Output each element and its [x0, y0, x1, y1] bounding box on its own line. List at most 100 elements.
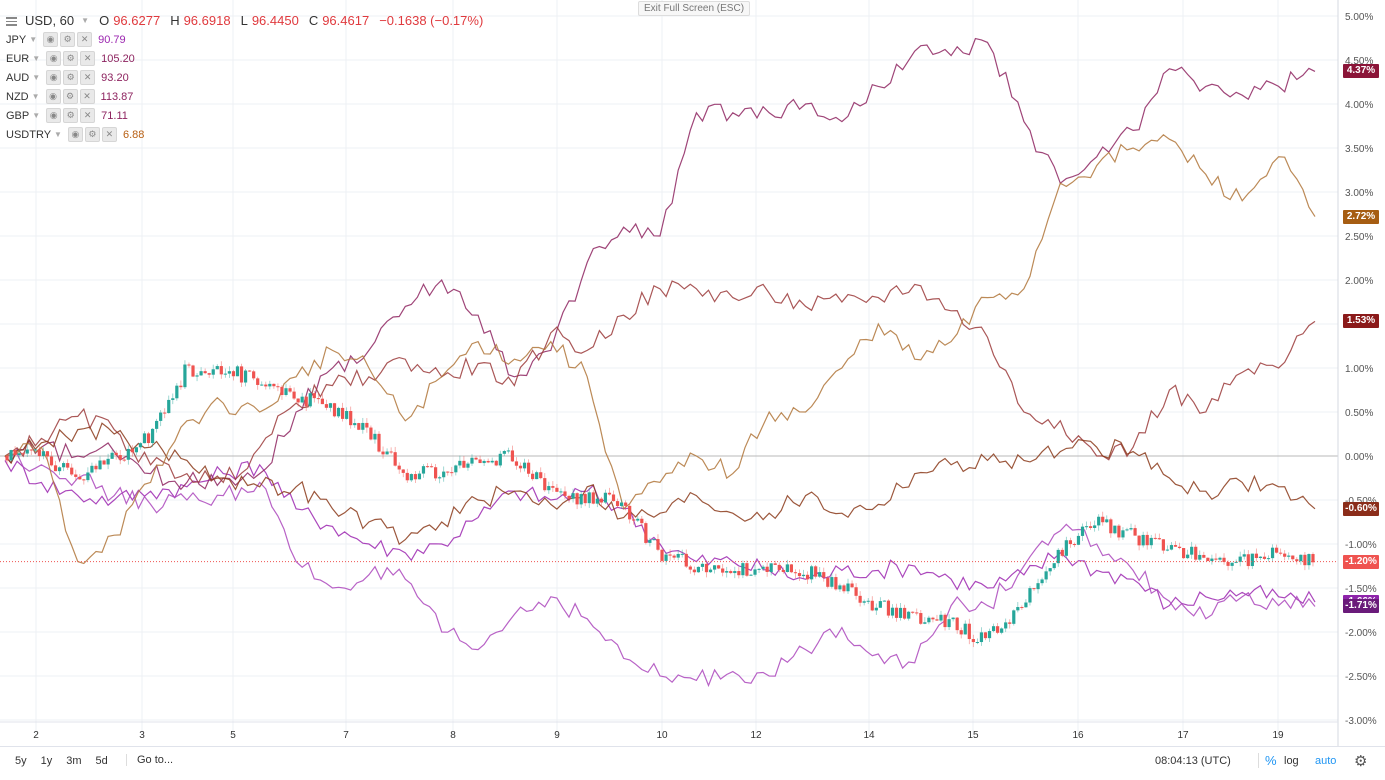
settings-icon[interactable]: ⚙ [63, 108, 79, 123]
legend-symbol[interactable]: AUD [6, 71, 30, 84]
gear-icon[interactable]: ⚙ [1354, 753, 1368, 770]
close-icon[interactable]: ✕ [101, 127, 117, 142]
series-line-jpy [4, 460, 1316, 610]
eye-icon[interactable]: ◉ [45, 89, 61, 104]
legend-row-usdtry[interactable]: USDTRY ▼ ◉ ⚙ ✕ 6.88 [6, 125, 483, 144]
candle [1072, 542, 1077, 548]
candle-body [907, 611, 911, 619]
candle-body [672, 555, 676, 558]
candle [345, 407, 349, 420]
settings-icon[interactable]: ⚙ [62, 89, 78, 104]
percent-scale-toggle[interactable]: % [1258, 753, 1277, 768]
candle [29, 449, 33, 456]
candle-body [438, 477, 442, 479]
candle-body [300, 396, 304, 403]
chevron-down-icon[interactable]: ▼ [29, 34, 38, 44]
candle [122, 456, 126, 462]
legend-row-gbp[interactable]: GBP ▼ ◉ ⚙ ✕ 71.11 [6, 106, 483, 125]
candle [1291, 555, 1295, 562]
candle [1283, 550, 1287, 561]
x-tick-label: 19 [1272, 730, 1284, 741]
candle [696, 566, 701, 573]
candle-body [62, 463, 66, 468]
chart-area[interactable]: 5.00%4.50%4.00%3.50%3.00%2.50%2.00%1.50%… [0, 0, 1385, 746]
legend-symbol[interactable]: NZD [6, 90, 29, 103]
candle-body [1206, 557, 1210, 562]
close-icon[interactable]: ✕ [77, 32, 93, 47]
candle [94, 463, 98, 473]
eye-icon[interactable]: ◉ [43, 32, 59, 47]
eye-icon[interactable]: ◉ [46, 70, 62, 85]
candle [1226, 560, 1230, 571]
close-icon[interactable]: ✕ [79, 89, 95, 104]
settings-icon[interactable]: ⚙ [63, 51, 79, 66]
candle [765, 562, 769, 577]
candle-body [810, 566, 814, 580]
utc-clock[interactable]: 08:04:13 (UTC) [1155, 755, 1231, 767]
candle-body [1222, 557, 1226, 563]
candle-body [29, 449, 33, 451]
candle-body [648, 539, 652, 543]
chevron-down-icon[interactable]: ▼ [81, 16, 90, 25]
close-icon[interactable]: ✕ [80, 51, 96, 66]
exit-fullscreen-button[interactable]: Exit Full Screen (ESC) [638, 1, 751, 16]
goto-button[interactable]: Go to... [126, 754, 173, 766]
candle-body [482, 460, 486, 464]
legend-value: 113.87 [100, 90, 134, 103]
candle [74, 469, 78, 481]
candle [138, 442, 143, 450]
menu-icon[interactable] [6, 16, 17, 26]
legend-symbol[interactable]: GBP [6, 109, 30, 122]
candle [219, 361, 223, 379]
candle [761, 564, 765, 571]
candle-body [575, 493, 579, 505]
chevron-down-icon[interactable]: ▼ [31, 91, 40, 101]
candle-body [292, 391, 296, 399]
legend-row-nzd[interactable]: NZD ▼ ◉ ⚙ ✕ 113.87 [6, 87, 483, 106]
candle [167, 395, 171, 414]
candle-body [955, 617, 959, 631]
legend-row-aud[interactable]: AUD ▼ ◉ ⚙ ✕ 93.20 [6, 68, 483, 87]
main-symbol[interactable]: USD, 60 [25, 13, 75, 28]
legend-symbol[interactable]: EUR [6, 52, 30, 65]
legend-symbol[interactable]: USDTRY [6, 128, 52, 141]
eye-icon[interactable]: ◉ [46, 108, 62, 123]
close-icon[interactable]: ✕ [80, 108, 96, 123]
log-scale-toggle[interactable]: log [1284, 755, 1299, 767]
settings-icon[interactable]: ⚙ [60, 32, 76, 47]
candle [1125, 527, 1129, 532]
range-5y-button[interactable]: 5y [15, 755, 27, 767]
legend-row-eur[interactable]: EUR ▼ ◉ ⚙ ✕ 105.20 [6, 49, 483, 68]
chevron-down-icon[interactable]: ▼ [32, 72, 41, 82]
eye-icon[interactable]: ◉ [46, 51, 62, 66]
candle-body [975, 642, 979, 644]
candle [466, 461, 470, 471]
auto-scale-toggle[interactable]: auto [1315, 755, 1337, 767]
chevron-down-icon[interactable]: ▼ [32, 110, 41, 120]
high-value: 96.6918 [183, 13, 231, 28]
legend-row-jpy[interactable]: JPY ▼ ◉ ⚙ ✕ 90.79 [6, 30, 483, 49]
candle [684, 549, 688, 569]
candle [1258, 556, 1263, 561]
candle [943, 613, 947, 631]
range-5d-button[interactable]: 5d [95, 755, 108, 767]
legend-symbol[interactable]: JPY [6, 33, 27, 46]
candle [320, 393, 324, 405]
candle-body [1246, 554, 1250, 567]
candle [341, 402, 345, 422]
chevron-down-icon[interactable]: ▼ [54, 129, 62, 139]
range-3m-button[interactable]: 3m [66, 755, 82, 767]
range-1y-button[interactable]: 1y [40, 755, 53, 767]
chevron-down-icon[interactable]: ▼ [32, 53, 41, 63]
series-line-usdtry [4, 134, 1316, 565]
candle [801, 569, 806, 579]
settings-icon[interactable]: ⚙ [63, 70, 79, 85]
settings-icon[interactable]: ⚙ [84, 127, 100, 142]
eye-icon[interactable]: ◉ [67, 127, 83, 142]
candle-body [393, 452, 397, 466]
candle-body [17, 453, 21, 456]
candle [490, 457, 494, 464]
close-icon[interactable]: ✕ [80, 70, 96, 85]
candle-body [235, 366, 240, 377]
candle [1101, 511, 1105, 526]
